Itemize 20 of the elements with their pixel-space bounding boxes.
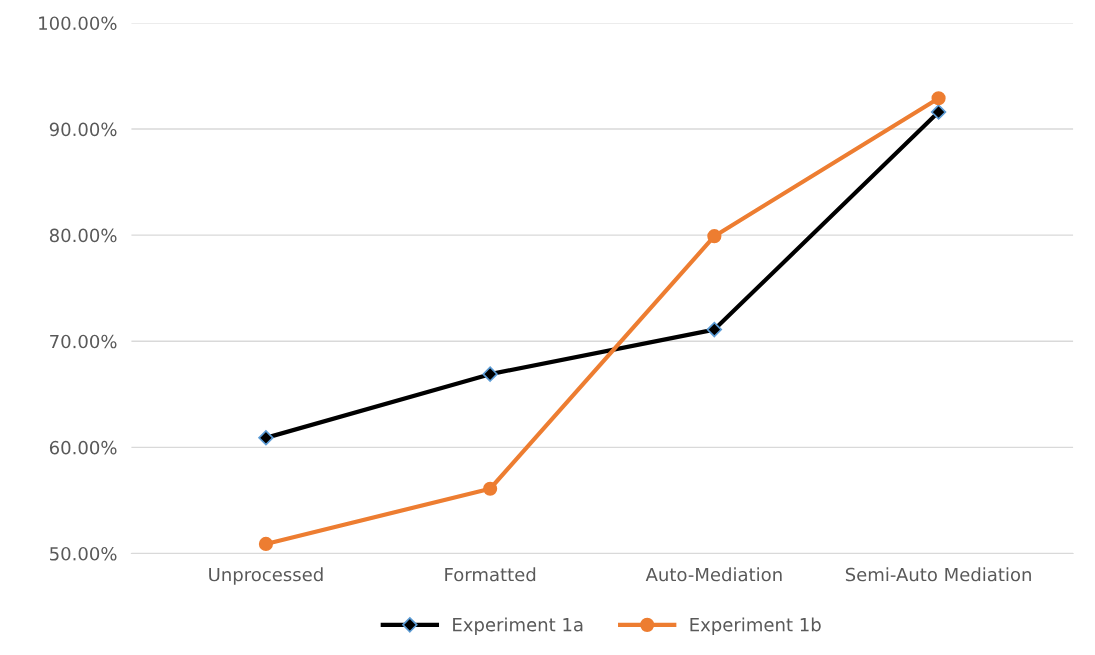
point xyxy=(482,366,498,382)
y-tick-label: 80.00% xyxy=(49,228,117,243)
y-tick-label: 90.00% xyxy=(49,122,117,137)
y-tick-label: 70.00% xyxy=(50,334,117,349)
point xyxy=(931,91,946,106)
x-tick-label: Auto-Mediation xyxy=(645,567,782,582)
point xyxy=(483,481,498,496)
point xyxy=(258,536,274,552)
x-tick-label: Semi-Auto Mediation xyxy=(845,567,1031,582)
y-tick-label: 50.00% xyxy=(50,546,117,561)
point xyxy=(258,430,274,446)
y-tick-label: 100.00% xyxy=(39,16,117,31)
x-tick-label: Unprocessed xyxy=(209,567,323,585)
point xyxy=(707,229,722,244)
y-tick-label: 60.00% xyxy=(49,440,117,455)
x-tick-label: Formatted xyxy=(445,567,536,582)
point xyxy=(706,321,723,338)
point xyxy=(930,104,947,120)
legend-label: Experiment 1b xyxy=(690,617,821,635)
legend-label: Experiment 1a xyxy=(453,617,583,635)
